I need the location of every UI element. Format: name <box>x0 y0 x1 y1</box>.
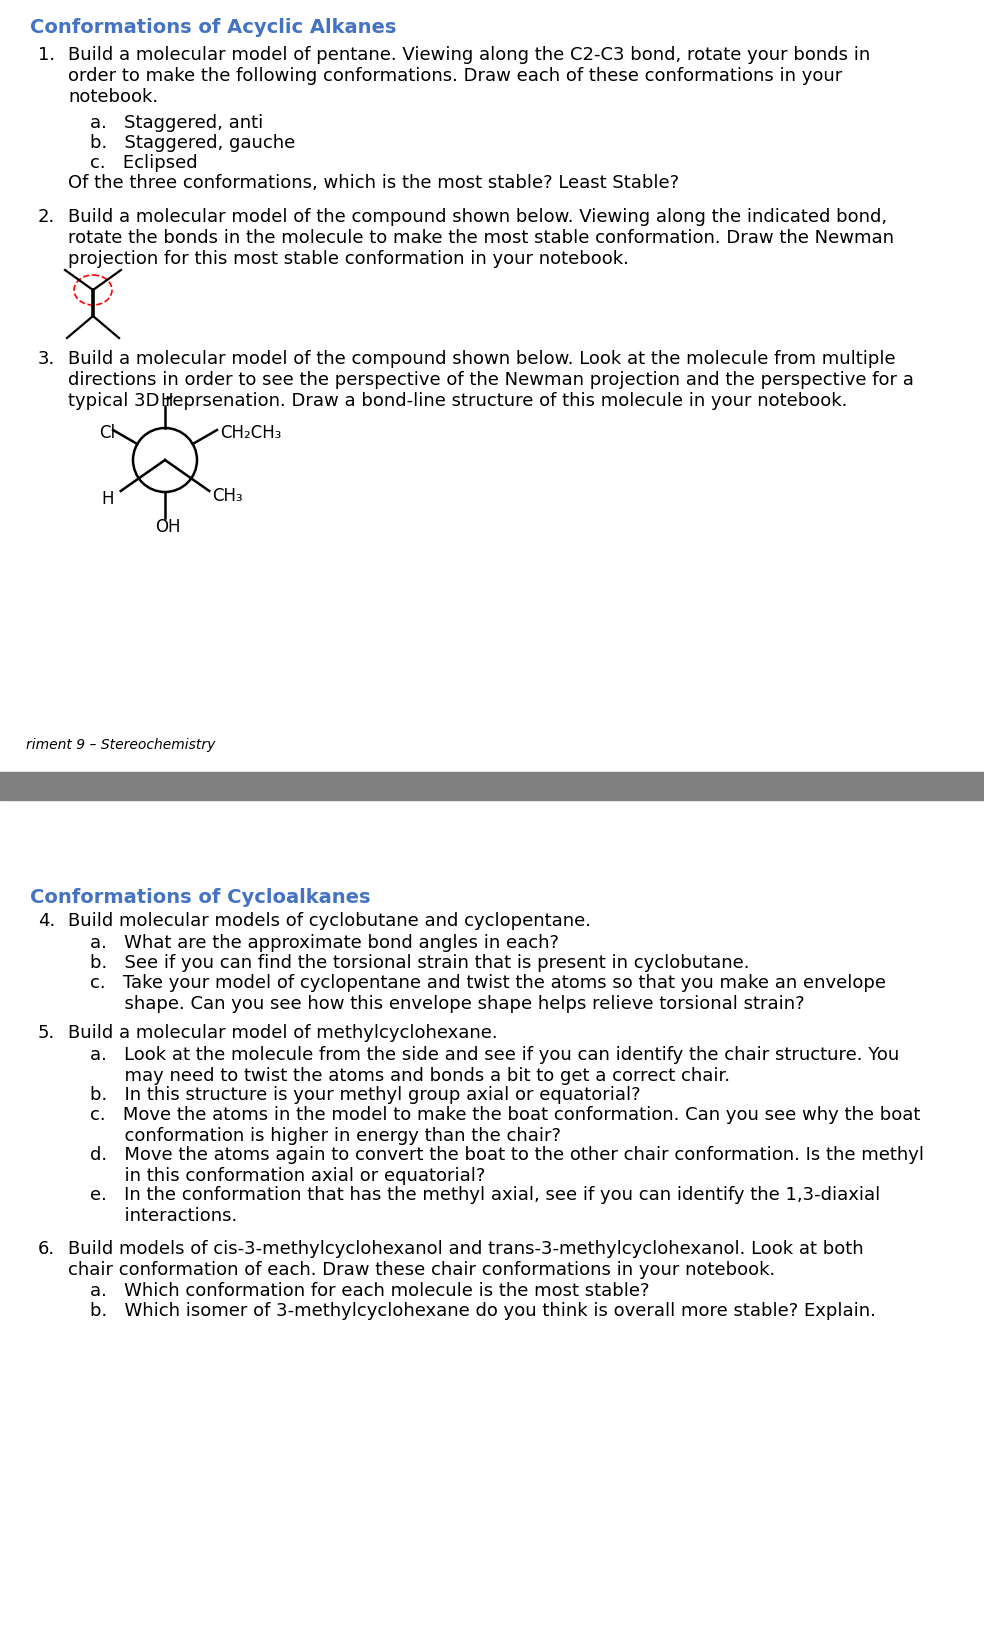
Text: Of the three conformations, which is the most stable? Least Stable?: Of the three conformations, which is the… <box>68 175 679 193</box>
Text: Build a molecular model of pentane. Viewing along the C2-C3 bond, rotate your bo: Build a molecular model of pentane. View… <box>68 46 870 106</box>
Text: 6.: 6. <box>38 1240 55 1258</box>
Text: Build molecular models of cyclobutane and cyclopentane.: Build molecular models of cyclobutane an… <box>68 912 591 930</box>
Text: Build models of cis-3-methylcyclohexanol and trans-3-methylcyclohexanol. Look at: Build models of cis-3-methylcyclohexanol… <box>68 1240 864 1279</box>
Text: OH: OH <box>155 517 180 535</box>
Text: c.   Take your model of cyclopentane and twist the atoms so that you make an env: c. Take your model of cyclopentane and t… <box>90 974 886 1013</box>
Text: riment 9 – Stereochemistry: riment 9 – Stereochemistry <box>26 738 215 752</box>
Text: H: H <box>160 392 172 410</box>
Text: Build a molecular model of the compound shown below. Look at the molecule from m: Build a molecular model of the compound … <box>68 349 914 410</box>
Bar <box>0 772 984 800</box>
Text: CH₃: CH₃ <box>213 488 243 506</box>
Text: b.   See if you can find the torsional strain that is present in cyclobutane.: b. See if you can find the torsional str… <box>90 955 750 973</box>
Text: 1.: 1. <box>38 46 55 64</box>
Text: b.   In this structure is your methyl group axial or equatorial?: b. In this structure is your methyl grou… <box>90 1085 641 1103</box>
Text: d.   Move the atoms again to convert the boat to the other chair conformation. I: d. Move the atoms again to convert the b… <box>90 1146 924 1185</box>
Text: Conformations of Cycloalkanes: Conformations of Cycloalkanes <box>30 888 371 907</box>
Text: b.   Staggered, gauche: b. Staggered, gauche <box>90 134 295 152</box>
Text: a.   What are the approximate bond angles in each?: a. What are the approximate bond angles … <box>90 934 559 951</box>
Text: b.   Which isomer of 3-methylcyclohexane do you think is overall more stable? Ex: b. Which isomer of 3-methylcyclohexane d… <box>90 1302 876 1320</box>
Text: H: H <box>102 490 114 509</box>
Text: a.   Which conformation for each molecule is the most stable?: a. Which conformation for each molecule … <box>90 1283 649 1301</box>
Text: a.   Look at the molecule from the side and see if you can identify the chair st: a. Look at the molecule from the side an… <box>90 1046 899 1085</box>
Text: e.   In the conformation that has the methyl axial, see if you can identify the : e. In the conformation that has the meth… <box>90 1186 881 1224</box>
Text: 5.: 5. <box>38 1023 55 1041</box>
Text: c.   Eclipsed: c. Eclipsed <box>90 153 198 171</box>
Text: Build a molecular model of the compound shown below. Viewing along the indicated: Build a molecular model of the compound … <box>68 207 894 268</box>
Text: Cl: Cl <box>99 424 116 442</box>
Text: Build a molecular model of methylcyclohexane.: Build a molecular model of methylcyclohe… <box>68 1023 498 1041</box>
Text: a.   Staggered, anti: a. Staggered, anti <box>90 114 264 132</box>
Text: 3.: 3. <box>38 349 55 367</box>
Text: Conformations of Acyclic Alkanes: Conformations of Acyclic Alkanes <box>30 18 397 38</box>
Text: 4.: 4. <box>38 912 55 930</box>
Text: CH₂CH₃: CH₂CH₃ <box>220 424 281 442</box>
Text: 2.: 2. <box>38 207 55 225</box>
Text: c.   Move the atoms in the model to make the boat conformation. Can you see why : c. Move the atoms in the model to make t… <box>90 1106 920 1144</box>
